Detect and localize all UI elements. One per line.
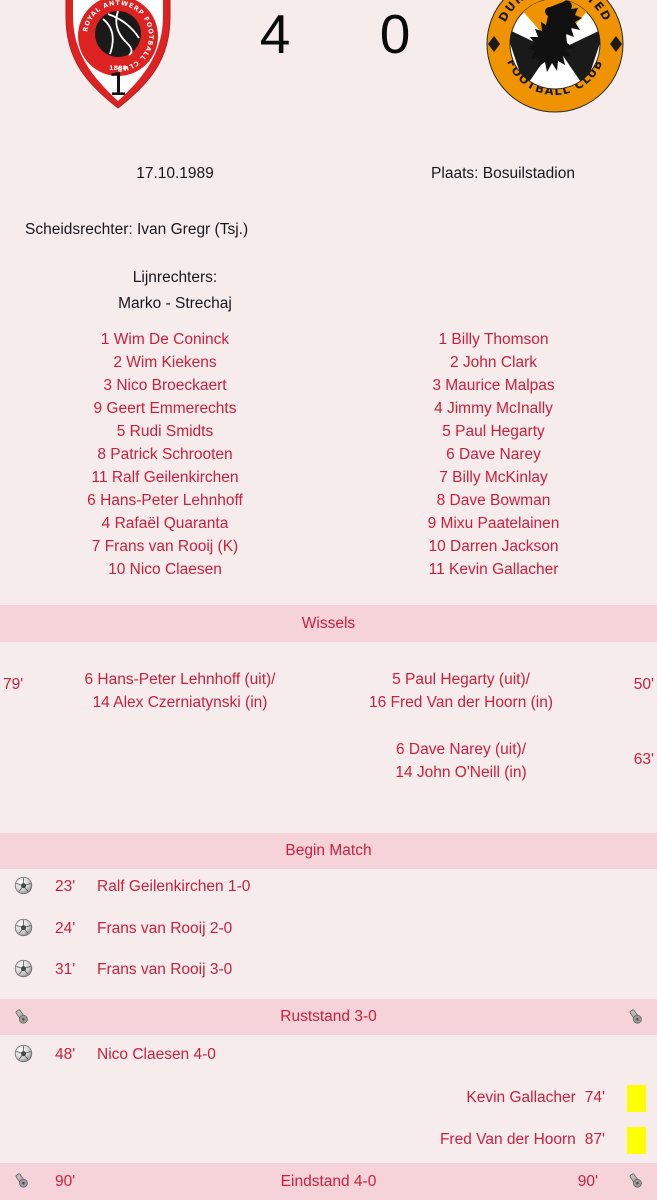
substitution-row: 79' 6 Hans-Peter Lehnhoff (uit)/ 14 Alex… [0, 669, 657, 717]
right-diamond [610, 36, 622, 52]
antwerp-number-one: 1 [108, 67, 128, 103]
home-player: 11 Ralf Geilenkirchen [91, 469, 239, 486]
whistle-icon [629, 1009, 642, 1024]
begin-match-band: Begin Match [0, 833, 657, 869]
yellow-card-event: Kevin Gallacher 74' [0, 1085, 657, 1113]
fulltime-minute-right: 90' [577, 1173, 598, 1190]
antwerp-year-text: 1880 [109, 64, 128, 72]
goal-event: 31' Frans van Rooij 3-0 [0, 959, 657, 983]
linesmen-label: Lijnrechters: [132, 269, 218, 286]
home-player: 5 Rudi Smidts [116, 423, 214, 440]
football-icon [14, 959, 33, 978]
goal-minute: 23' [55, 878, 76, 895]
whistle-icon [15, 1009, 28, 1024]
booking-minute: 87' [584, 1131, 605, 1148]
away-sub-minute: 50' [633, 676, 654, 693]
substitution-row: 6 Dave Narey (uit)/ 14 John O'Neill (in)… [0, 739, 657, 787]
home-score: 4 [259, 3, 291, 65]
booked-player: Fred Van der Hoorn [439, 1131, 576, 1148]
whistle-icon [15, 1173, 28, 1188]
left-diamond [488, 36, 500, 52]
away-player: 11 Kevin Gallacher [428, 561, 559, 578]
away-player: 10 Darren Jackson [428, 538, 559, 555]
football-icon [14, 1044, 33, 1063]
home-lineup: 1 Wim De Coninck 2 Wim Kiekens 3 Nico Br… [0, 328, 330, 581]
home-player: 3 Nico Broeckaert [103, 377, 227, 394]
away-player: 3 Maurice Malpas [432, 377, 555, 394]
yellow-card-icon [627, 1085, 646, 1112]
away-sub-in: 14 John O'Neill (in) [395, 763, 527, 781]
home-sub-minute: 79' [3, 676, 24, 693]
goal-minute: 48' [55, 1046, 76, 1063]
halftime-band: Ruststand 3-0 [0, 999, 657, 1035]
lion-rampant-icon [528, 0, 582, 72]
goal-minute: 31' [55, 961, 76, 978]
away-sub-in: 16 Fred Van der Hoorn (in) [368, 693, 554, 711]
home-player: 9 Geert Emmerechts [93, 400, 237, 417]
fulltime-score: Eindstand 4-0 [280, 1173, 377, 1190]
substitutions-title: Wissels [301, 615, 356, 632]
home-player: 10 Nico Claesen [108, 561, 222, 578]
fulltime-band: 90' Eindstand 4-0 90' [0, 1163, 657, 1200]
fulltime-minute-left: 90' [55, 1173, 76, 1190]
home-player: 4 Rafaël Quaranta [101, 515, 229, 532]
away-sub-out: 5 Paul Hegarty (uit)/ [392, 671, 530, 688]
goal-scorer: Nico Claesen 4-0 [97, 1046, 216, 1063]
goal-scorer: Ralf Geilenkirchen 1-0 [97, 878, 251, 895]
home-sub-in: 14 Alex Czerniatynski (in) [92, 693, 268, 711]
away-lineup: 1 Billy Thomson 2 John Clark 3 Maurice M… [330, 328, 657, 581]
home-player: 1 Wim De Coninck [100, 331, 230, 348]
dundee-badge-icon: DUNDEE UNITED FOOTBALL CLUB [486, 0, 624, 113]
referee: Scheidsrechter: Ivan Gregr (Tsj.) [25, 221, 249, 238]
substitutions-header-band: Wissels [0, 605, 657, 642]
booking-minute: 74' [584, 1089, 605, 1106]
football-icon [14, 918, 33, 937]
home-player: 2 Wim Kiekens [113, 354, 217, 371]
away-player: 4 Jimmy McInally [434, 400, 553, 417]
booked-player: Kevin Gallacher [466, 1089, 576, 1106]
linesmen: Marko - Strechaj [118, 295, 232, 312]
away-player: 5 Paul Hegarty [442, 423, 545, 440]
yellow-card-event: Fred Van der Hoorn 87' [0, 1127, 657, 1155]
venue: Plaats: Bosuilstadion [431, 165, 575, 182]
away-substitution: 6 Dave Narey (uit)/ 14 John O'Neill (in) [330, 739, 592, 784]
away-player: 6 Dave Narey [446, 446, 541, 463]
away-player: 8 Dave Bowman [436, 492, 551, 509]
goal-scorer: Frans van Rooij 3-0 [97, 961, 233, 978]
begin-match-title: Begin Match [285, 842, 372, 859]
home-player: 6 Hans-Peter Lehnhoff [87, 492, 243, 509]
goal-event: 48' Nico Claesen 4-0 [0, 1044, 657, 1068]
away-sub-out: 6 Dave Narey (uit)/ [395, 741, 527, 758]
home-player: 8 Patrick Schrooten [97, 446, 233, 463]
away-score: 0 [379, 3, 411, 65]
football-seams [102, 10, 140, 56]
goal-event: 24' Frans van Rooij 2-0 [0, 918, 657, 942]
whistle-icon [629, 1173, 642, 1188]
halftime-score: Ruststand 3-0 [280, 1008, 377, 1025]
home-sub-out: 6 Hans-Peter Lehnhoff (uit)/ [84, 671, 276, 688]
away-player: 7 Billy McKinlay [439, 469, 548, 486]
away-club-crest-dundee-united: DUNDEE UNITED FOOTBALL CLUB [485, 0, 625, 114]
away-player: 2 John Clark [449, 354, 537, 371]
football-icon [14, 876, 33, 895]
goal-scorer: Frans van Rooij 2-0 [97, 920, 233, 937]
away-substitution: 5 Paul Hegarty (uit)/ 16 Fred Van der Ho… [330, 669, 592, 714]
home-player: 7 Frans van Rooij (K) [91, 538, 239, 555]
home-club-crest-royal-antwerp: ROYAL ANTWERP FOOTBALL CLUB 1880 1 [58, 0, 178, 110]
goal-minute: 24' [55, 920, 76, 937]
home-substitution: 6 Hans-Peter Lehnhoff (uit)/ 14 Alex Cze… [30, 669, 330, 714]
antwerp-shield-icon: ROYAL ANTWERP FOOTBALL CLUB 1880 1 [65, 0, 171, 109]
yellow-card-icon [627, 1127, 646, 1154]
away-sub-minute: 63' [633, 751, 654, 768]
away-player: 9 Mixu Paatelainen [427, 515, 560, 532]
away-player: 1 Billy Thomson [438, 331, 549, 348]
match-date: 17.10.1989 [136, 165, 214, 182]
goal-event: 23' Ralf Geilenkirchen 1-0 [0, 876, 657, 900]
